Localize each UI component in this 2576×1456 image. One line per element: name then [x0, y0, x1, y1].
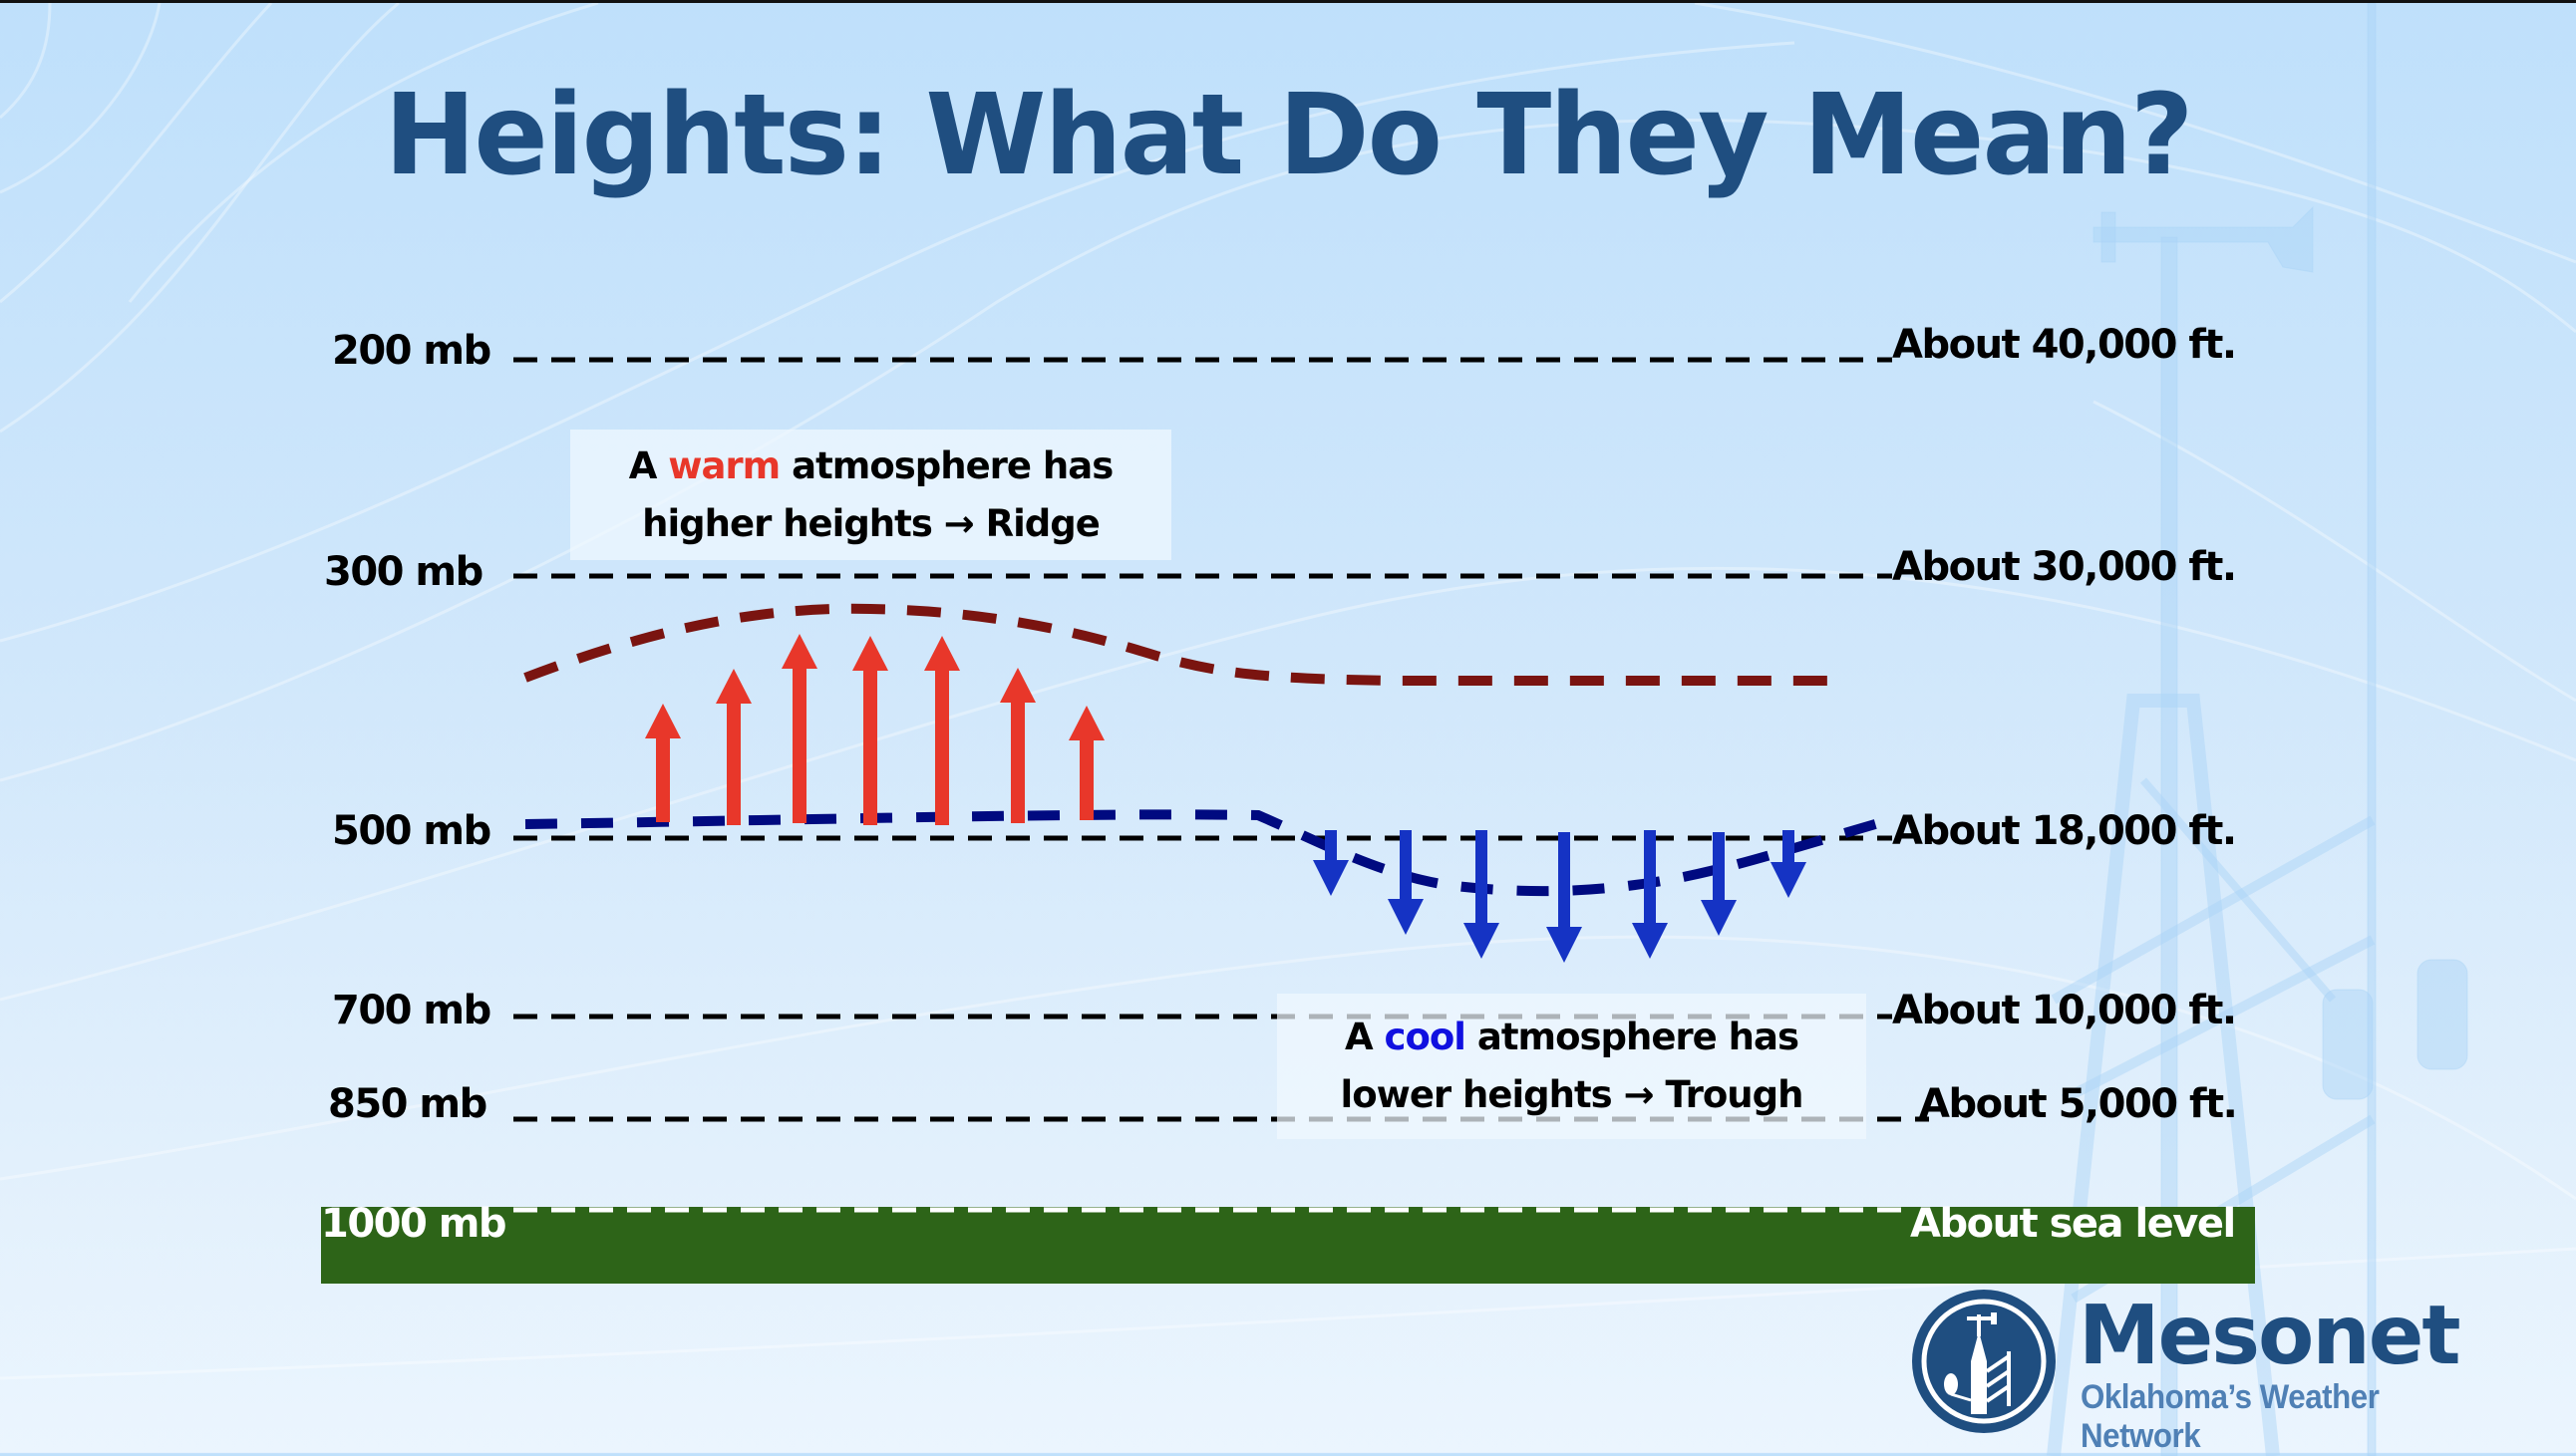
warm-arrows: [645, 634, 1105, 825]
altitude-label-5000ft: About 5,000 ft.: [1919, 1081, 2238, 1127]
500mb-height-curve: [524, 809, 1891, 897]
warm-note-line2: higher heights → Ridge: [642, 501, 1101, 545]
cool-arrow: [1388, 830, 1424, 935]
cool-arrow: [1701, 832, 1737, 936]
level-label-500mb: 500 mb: [332, 808, 491, 854]
cool-note-line1: A cool atmosphere has: [1344, 1016, 1799, 1058]
ground-sea-level-bar: [321, 1207, 2255, 1284]
altitude-label-40000ft: About 40,000 ft.: [1892, 322, 2237, 368]
warm-keyword: warm: [668, 443, 781, 487]
mesonet-tagline: Oklahoma’s Weather Network: [2081, 1378, 2380, 1455]
level-line-1000mb: [513, 1207, 1909, 1213]
level-label-200mb: 200 mb: [332, 328, 491, 374]
altitude-label-10000ft: About 10,000 ft.: [1892, 988, 2237, 1033]
altitude-label-sea-level: About sea level: [1910, 1201, 2236, 1247]
warm-arrow: [1069, 706, 1105, 820]
warm-arrow: [1000, 668, 1036, 823]
cool-arrows: [1313, 830, 1806, 963]
warm-arrow: [716, 669, 752, 825]
cool-arrow: [1463, 830, 1499, 959]
warm-arrow: [645, 704, 681, 822]
mesonet-wordmark: Mesonet: [2079, 1289, 2461, 1383]
level-label-300mb: 300 mb: [324, 549, 483, 595]
cool-arrow: [1313, 830, 1349, 896]
cool-trough-note: A cool atmosphere has lower heights → Tr…: [1277, 994, 1866, 1139]
page-title: Heights: What Do They Mean?: [384, 71, 2193, 200]
level-label-850mb: 850 mb: [328, 1081, 487, 1127]
background-decoration: [0, 3, 2576, 1456]
warm-arrow: [924, 636, 960, 825]
mesonet-logo: Mesonet Oklahoma’s Weather Network: [1909, 1287, 2527, 1455]
cool-note-line2: lower heights → Trough: [1340, 1073, 1804, 1116]
warm-ridge-note: A warm atmosphere has higher heights → R…: [570, 430, 1171, 560]
warm-arrow: [852, 636, 888, 825]
warm-note-line1: A warm atmosphere has: [628, 443, 1115, 487]
level-label-1000mb: 1000 mb: [321, 1201, 507, 1247]
level-label-700mb: 700 mb: [332, 988, 491, 1033]
mesonet-tower-icon: [1912, 1290, 2056, 1433]
cool-arrow: [1546, 832, 1582, 963]
warm-arrow: [782, 634, 817, 823]
altitude-label-30000ft: About 30,000 ft.: [1892, 544, 2237, 590]
cool-arrow: [1771, 830, 1806, 898]
cool-keyword: cool: [1384, 1016, 1466, 1058]
ridge-height-curve: [523, 603, 1839, 686]
altitude-label-18000ft: About 18,000 ft.: [1892, 808, 2237, 854]
cool-arrow: [1632, 830, 1668, 959]
